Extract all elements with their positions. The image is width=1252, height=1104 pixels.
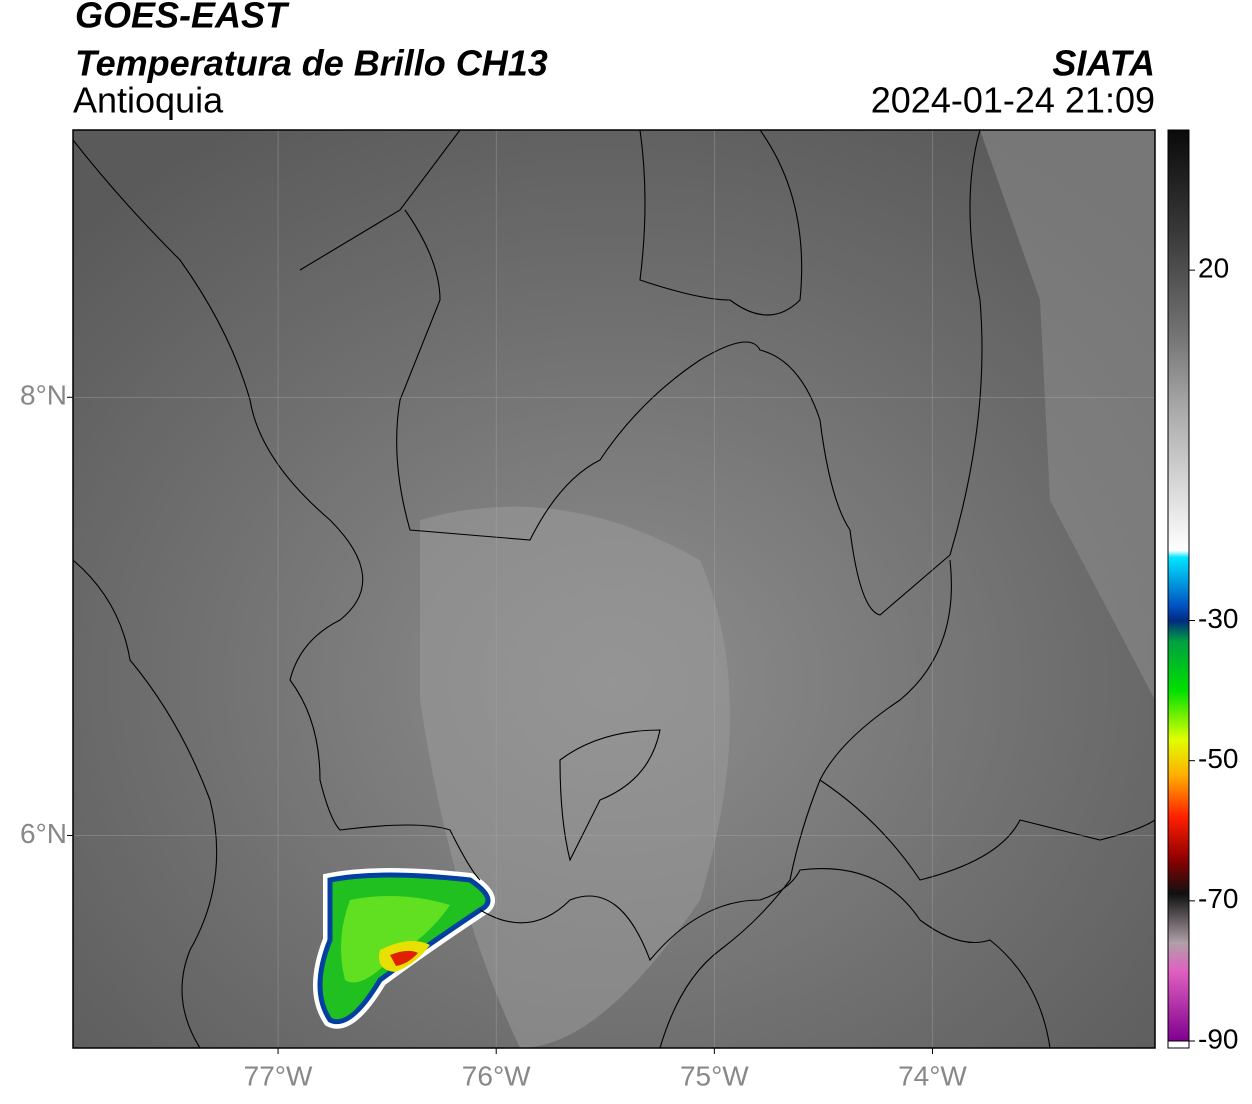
colorbar-tick-label: -50 <box>1198 743 1238 774</box>
colorbar-under <box>1167 1040 1190 1049</box>
x-tick-label: 77°W <box>244 1060 313 1091</box>
storm-core <box>341 896 450 983</box>
x-tick-label: 76°W <box>462 1060 531 1091</box>
x-tick-label: 75°W <box>680 1060 749 1091</box>
map-area <box>73 130 1155 1048</box>
storm-core <box>390 950 418 966</box>
cloud-area <box>980 130 1155 700</box>
source: SIATA <box>1052 43 1155 84</box>
colorbar <box>1168 130 1189 1048</box>
y-tick-label: 6°N <box>20 818 67 849</box>
border <box>479 868 1051 1048</box>
x-tick-label: 74°W <box>898 1060 967 1091</box>
border <box>659 559 952 1048</box>
border <box>639 130 803 316</box>
region: Antioquia <box>73 80 224 121</box>
datetime: 2024-01-24 21:09 <box>871 80 1155 121</box>
colorbar-tick-label: -30 <box>1198 603 1238 634</box>
colorbar-tick-label: 20 <box>1198 253 1229 284</box>
border <box>559 729 661 862</box>
border <box>396 130 983 616</box>
colorbar-tick-label: -90 <box>1198 1023 1238 1054</box>
border <box>819 779 1155 881</box>
colorbar-tick-label: -70 <box>1198 883 1238 914</box>
title: GOES-EAST <box>75 0 290 36</box>
grid <box>73 130 1155 1048</box>
border <box>73 139 481 881</box>
coastline <box>73 559 218 1048</box>
subtitle: Temperatura de Brillo CH13 <box>75 43 548 84</box>
y-tick-label: 8°N <box>20 380 67 411</box>
map-frame <box>72 129 1156 1049</box>
cloud-area <box>420 506 730 1048</box>
coastline <box>299 130 461 271</box>
